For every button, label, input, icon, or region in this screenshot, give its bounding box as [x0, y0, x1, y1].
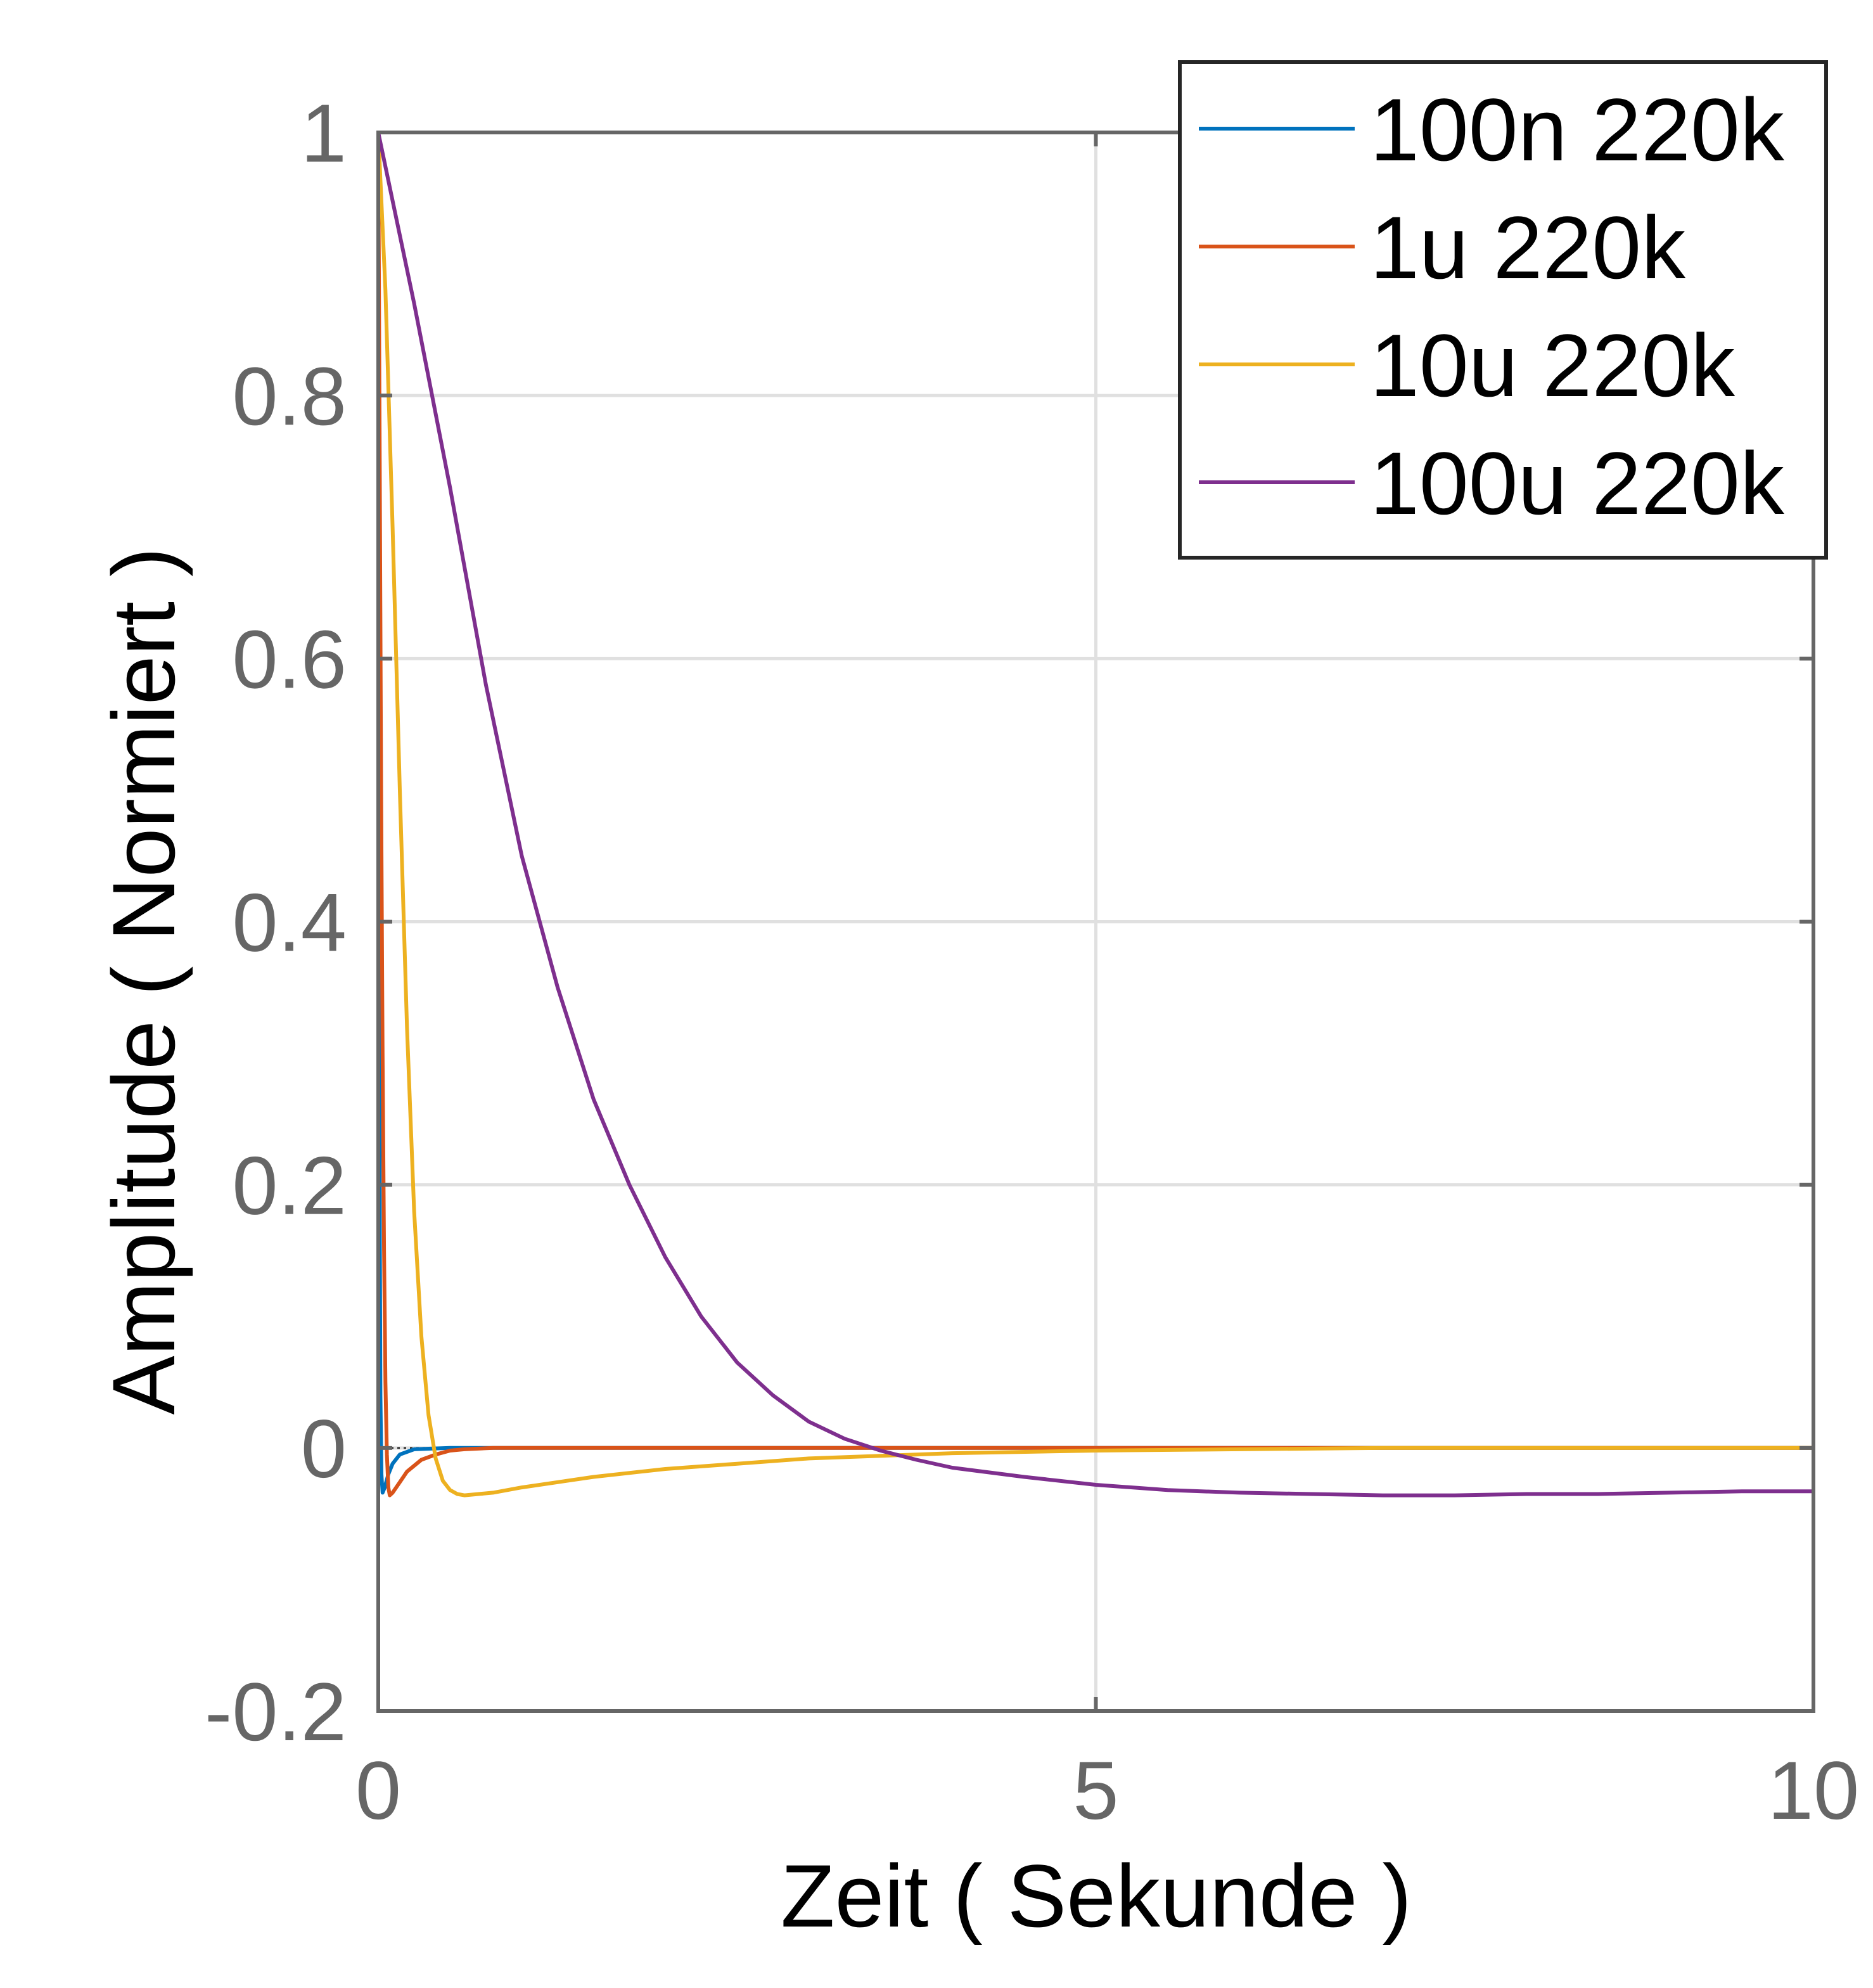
legend: 100n 220k 1u 220k 10u 220k 100u 220k: [1178, 60, 1828, 560]
x-tick-label: 10: [1768, 1744, 1860, 1837]
x-tick-label: 5: [1073, 1744, 1118, 1837]
y-tick-label: 0.6: [232, 613, 347, 705]
legend-label-3: 10u 220k: [1370, 316, 1736, 415]
x-tick-label: 0: [355, 1744, 401, 1837]
legend-label-1: 100n 220k: [1370, 80, 1785, 179]
legend-label-4: 100u 220k: [1370, 433, 1785, 533]
legend-box: [1178, 60, 1828, 560]
y-tick-label: 0: [301, 1402, 347, 1495]
tick-labels: 0 5 10-0.200.20.40.60.81: [205, 87, 1859, 1837]
y-axis-title: Amplitude ( Normiert ): [94, 547, 193, 1414]
y-tick-label: 0.2: [232, 1139, 347, 1232]
series-line-2: [376, 131, 1815, 1497]
y-tick-label: 0.4: [232, 876, 347, 969]
series-line-4: [376, 131, 1815, 1497]
legend-label-2: 1u 220k: [1370, 198, 1686, 297]
y-tick-label: 0.8: [232, 350, 347, 442]
series-line-3: [376, 131, 1815, 1497]
x-axis-title: Zeit ( Sekunde ): [781, 1846, 1412, 1946]
y-tick-label: 1: [301, 87, 347, 179]
y-tick-label: -0.2: [205, 1665, 347, 1758]
